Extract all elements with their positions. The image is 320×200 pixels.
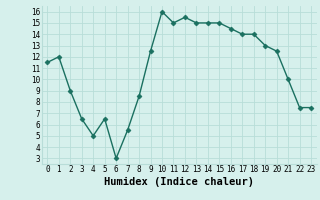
X-axis label: Humidex (Indice chaleur): Humidex (Indice chaleur) (104, 177, 254, 187)
